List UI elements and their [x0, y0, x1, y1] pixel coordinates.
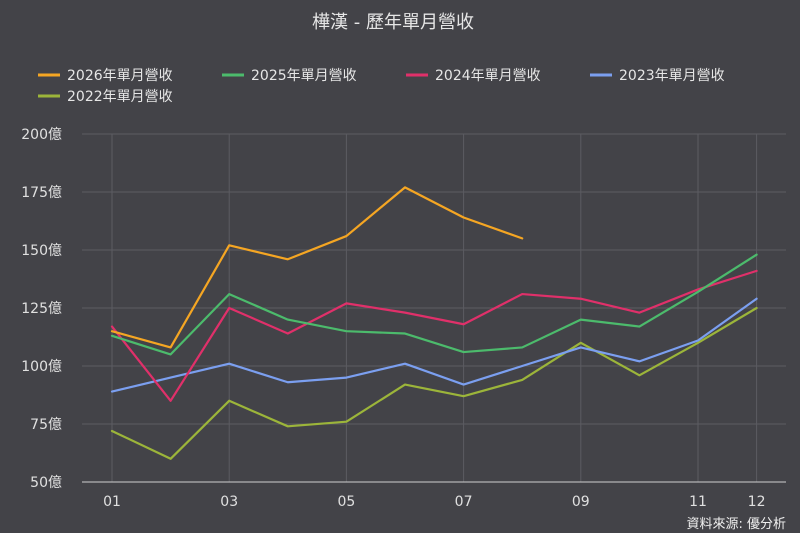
- y-tick-label: 100億: [21, 359, 62, 375]
- x-tick-label: 09: [572, 494, 590, 510]
- y-tick-label: 125億: [21, 301, 62, 317]
- legend-label[interactable]: 2024年單月營收: [435, 68, 541, 84]
- series-line: [110, 253, 758, 356]
- y-tick-label: 200億: [21, 127, 62, 143]
- x-tick-label: 05: [337, 494, 355, 510]
- y-tick-label: 75億: [30, 417, 62, 433]
- x-tick-label: 12: [748, 494, 766, 510]
- chart-title: 樺漢 - 歷年單月營收: [312, 12, 474, 33]
- x-tick-label: 01: [103, 494, 121, 510]
- y-tick-label: 175億: [21, 185, 62, 201]
- x-tick-label: 03: [220, 494, 238, 510]
- x-axis: 01 03 05 07 09 11 12: [103, 494, 765, 510]
- y-tick-label: 150億: [21, 243, 62, 259]
- x-tick-label: 07: [455, 494, 473, 510]
- legend: 2026年單月營收 2025年單月營收 2024年單月營收 2023年單月營收 2022…: [38, 68, 725, 105]
- series-line: [110, 269, 758, 402]
- series-line: [110, 297, 758, 393]
- source-note: 資料來源: 優分析: [686, 517, 786, 532]
- series-line: [110, 306, 758, 460]
- legend-label[interactable]: 2025年單月營收: [251, 68, 357, 84]
- legend-label[interactable]: 2022年單月營收: [67, 89, 173, 105]
- y-axis: 50億 75億 100億 125億 150億 175億 200億: [21, 127, 62, 491]
- legend-label[interactable]: 2026年單月營收: [67, 68, 173, 84]
- plot-area: [110, 186, 758, 460]
- grid: [82, 133, 786, 483]
- series-line: [110, 186, 524, 349]
- x-tick-label: 11: [689, 494, 707, 510]
- legend-label[interactable]: 2023年單月營收: [619, 68, 725, 84]
- y-tick-label: 50億: [30, 475, 62, 491]
